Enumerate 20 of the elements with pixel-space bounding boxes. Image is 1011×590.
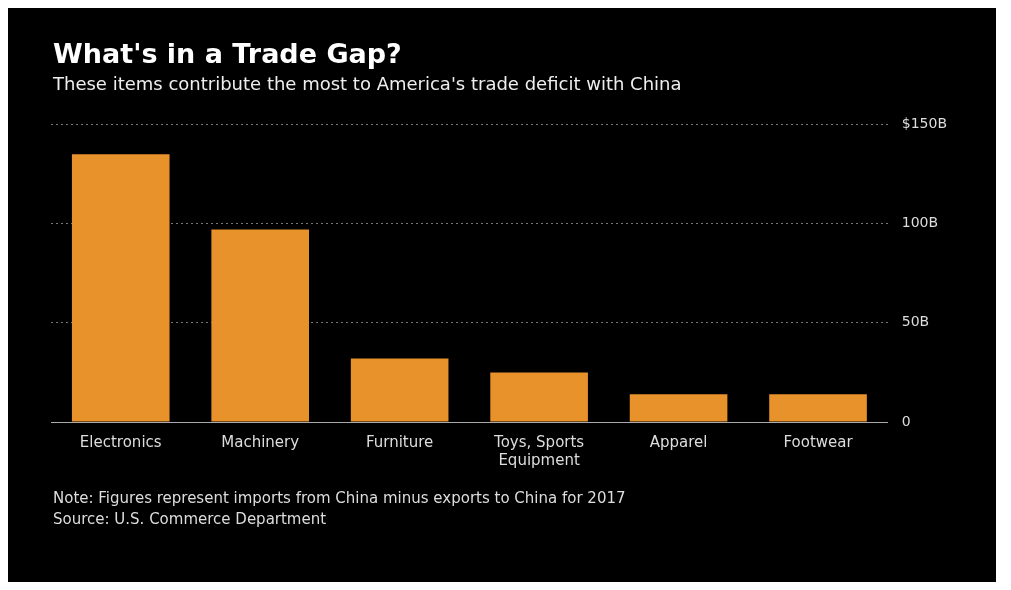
bar (350, 358, 449, 422)
y-tick-label: 0 (901, 412, 911, 429)
x-tick-label: Footwear (783, 432, 854, 451)
bar (769, 394, 867, 422)
bar (211, 229, 309, 422)
x-tick-label: Apparel (649, 432, 708, 451)
y-tick-label: $150B (901, 115, 947, 132)
bar (71, 154, 170, 422)
chart-title: What's in a Trade Gap? (53, 38, 403, 69)
y-tick-label: 100B (901, 214, 939, 231)
bar (629, 394, 728, 422)
y-tick-label: 50B (901, 313, 930, 330)
bar (490, 372, 588, 422)
x-tick-label: Toys, Sports Equipment (493, 432, 585, 469)
text: Note: Figures represent imports from China minus exports to China for 2017 (53, 488, 627, 509)
x-tick-label: Electronics (79, 432, 162, 451)
x-tick-label: Furniture (365, 432, 434, 451)
x-tick-label: Machinery (221, 432, 300, 451)
chart-subtitle: These items contribute the most to America's trade deficit with China (53, 73, 683, 94)
source-note: Source: U.S. Commerce Department (53, 509, 328, 530)
